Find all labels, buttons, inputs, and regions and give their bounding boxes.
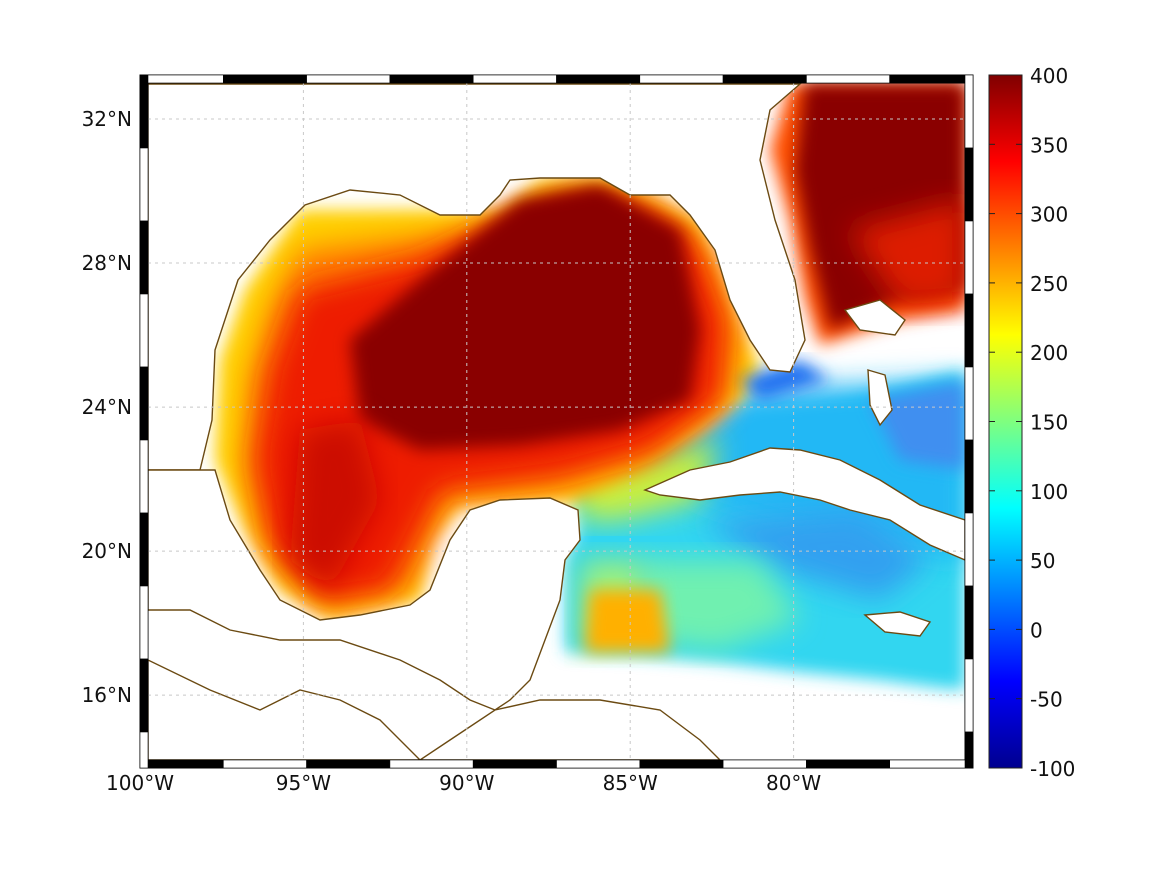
- land-central-america: [418, 699, 721, 760]
- frame-segment: [964, 658, 974, 733]
- frame-segment: [556, 759, 641, 769]
- frame-segment: [223, 759, 307, 769]
- frame-segment: [964, 585, 974, 660]
- lon-tick-label: 90°W: [439, 771, 494, 795]
- lat-tick-label: 28°N: [82, 251, 132, 275]
- land-mexico-gulf-coast: [148, 469, 581, 711]
- frame-segment: [139, 293, 149, 368]
- frame-segment: [389, 759, 474, 769]
- frame-segment: [139, 512, 149, 587]
- colorbar-tick-label: -50: [1030, 688, 1063, 712]
- colorbar-tick-label: 300: [1030, 203, 1068, 227]
- frame-segment: [139, 439, 149, 514]
- colorbar-ticks: 400 350 300 250 200 150 100 50 0 -50 -100: [989, 64, 1075, 781]
- frame-segment: [639, 759, 724, 769]
- frame-segment: [889, 74, 974, 84]
- frame-segment: [389, 74, 474, 84]
- frame-segment: [964, 731, 974, 769]
- land-north-america: [148, 83, 806, 471]
- longitude-labels: 100°W 95°W 90°W 85°W 80°W: [106, 771, 821, 795]
- frame-segment: [139, 759, 224, 769]
- frame-segment: [964, 512, 974, 587]
- frame-segment: [139, 220, 149, 295]
- frame-segment: [889, 759, 974, 769]
- graticule: [148, 83, 965, 760]
- frame-segment: [139, 658, 149, 733]
- frame-segment: [139, 147, 149, 222]
- map-frame: [139, 74, 974, 769]
- colorbar-tick-label: 250: [1030, 272, 1068, 296]
- lon-tick-label: 95°W: [276, 771, 331, 795]
- latitude-labels: 32°N 28°N 24°N 20°N 16°N: [82, 107, 132, 707]
- colorbar-tick-label: 100: [1030, 480, 1068, 504]
- frame-segment: [472, 74, 557, 84]
- frame-segment: [722, 74, 807, 84]
- lat-tick-label: 24°N: [82, 395, 132, 419]
- frame-segment: [722, 759, 807, 769]
- frame-segment: [964, 366, 974, 441]
- frame-segment: [139, 731, 149, 769]
- frame-segment: [806, 74, 891, 84]
- frame-segment: [806, 759, 891, 769]
- land: [148, 83, 965, 760]
- lat-tick-label: 16°N: [82, 683, 132, 707]
- colorbar-tick-label: 400: [1030, 64, 1068, 88]
- frame-segment: [139, 74, 149, 149]
- frame-segment: [964, 74, 974, 149]
- land-mexico: [148, 659, 421, 760]
- lon-tick-label: 85°W: [603, 771, 658, 795]
- frame-segment: [964, 220, 974, 295]
- land-bahamas-andros: [867, 369, 893, 427]
- colorbar-tick-label: 350: [1030, 133, 1068, 157]
- frame-segment: [306, 74, 391, 84]
- frame-segment: [306, 759, 391, 769]
- frame-segment: [964, 147, 974, 222]
- colorbar-tick-label: 50: [1030, 549, 1055, 573]
- lat-tick-label: 20°N: [82, 539, 132, 563]
- lat-tick-label: 32°N: [82, 107, 132, 131]
- colorbar-tick-label: 200: [1030, 341, 1068, 365]
- colorbar-tick-label: -100: [1030, 757, 1075, 781]
- land-bahamas-grand: [843, 299, 906, 336]
- frame-segment: [139, 366, 149, 441]
- frame-segment: [964, 439, 974, 514]
- frame-segment: [139, 585, 149, 660]
- frame-segment: [964, 293, 974, 368]
- frame-segment: [472, 759, 557, 769]
- colorbar-tick-label: 150: [1030, 411, 1068, 435]
- land-jamaica: [863, 611, 932, 637]
- lon-tick-label: 100°W: [106, 771, 174, 795]
- ocean-field: [215, 84, 965, 690]
- frame-segment: [139, 74, 224, 84]
- colorbar-tick-label: 0: [1030, 618, 1043, 642]
- frame-segment: [556, 74, 641, 84]
- land-cuba: [643, 447, 965, 561]
- frame-segment: [639, 74, 724, 84]
- frame-segment: [223, 74, 307, 84]
- lon-tick-label: 80°W: [766, 771, 821, 795]
